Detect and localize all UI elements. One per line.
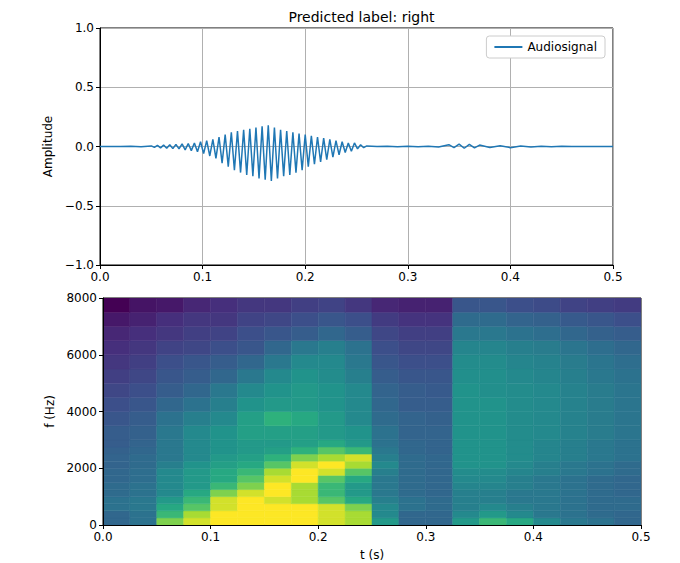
svg-text:0.0: 0.0: [93, 530, 112, 544]
svg-text:0.1: 0.1: [201, 530, 220, 544]
svg-text:0.0: 0.0: [75, 140, 94, 154]
svg-text:0.3: 0.3: [416, 530, 435, 544]
svg-text:0.5: 0.5: [631, 530, 650, 544]
svg-text:0.3: 0.3: [398, 270, 417, 284]
svg-text:Amplitude: Amplitude: [41, 116, 55, 178]
svg-text:0.0: 0.0: [90, 270, 109, 284]
svg-text:0.2: 0.2: [296, 270, 315, 284]
svg-text:t (s): t (s): [360, 548, 384, 562]
svg-text:0.2: 0.2: [309, 530, 328, 544]
svg-text:Audiosignal: Audiosignal: [527, 40, 597, 54]
svg-text:6000: 6000: [66, 348, 97, 362]
svg-text:0.5: 0.5: [603, 270, 622, 284]
svg-text:Predicted label: right: Predicted label: right: [288, 9, 435, 25]
svg-text:2000: 2000: [66, 461, 97, 475]
svg-text:8000: 8000: [66, 291, 97, 305]
svg-text:0.4: 0.4: [501, 270, 520, 284]
svg-text:−1.0: −1.0: [64, 258, 94, 272]
svg-text:1.0: 1.0: [75, 21, 94, 35]
svg-text:0.1: 0.1: [193, 270, 212, 284]
svg-text:0.4: 0.4: [524, 530, 543, 544]
svg-text:4000: 4000: [66, 405, 97, 419]
svg-text:f (Hz): f (Hz): [43, 395, 57, 428]
svg-text:0: 0: [89, 518, 97, 532]
svg-text:0.5: 0.5: [75, 80, 94, 94]
svg-text:−0.5: −0.5: [65, 199, 94, 213]
